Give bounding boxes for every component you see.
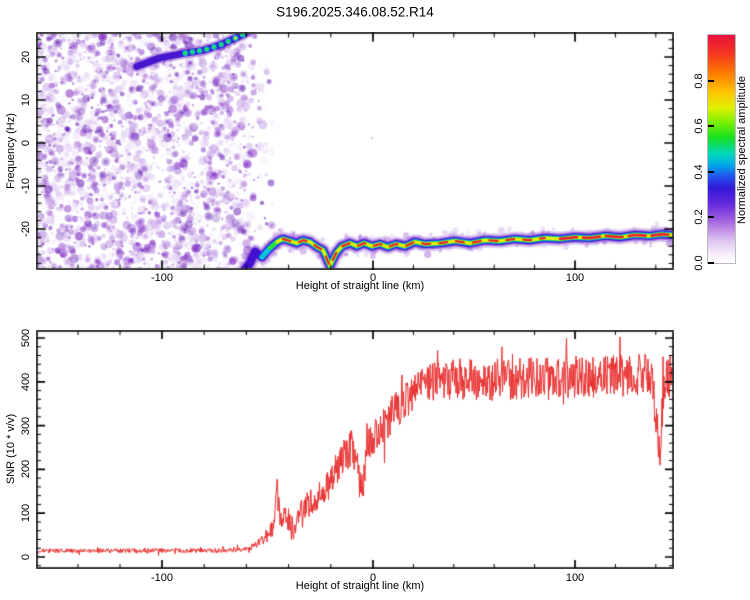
snr-tick-label: 300 <box>20 416 32 435</box>
colorbar-label: Normalized spectral amplitude <box>736 76 748 224</box>
frequency-tick-label: -10 <box>20 178 32 194</box>
colorbar-tick-label: 0.8 <box>693 72 705 89</box>
spectrogram-canvas <box>36 32 674 270</box>
figure-title: S196.2025.346.08.52.R14 <box>276 4 434 20</box>
colorbar-tick-label: 0.2 <box>693 209 705 226</box>
colorbar-tick-label: 0.4 <box>693 164 705 180</box>
frequency-axis-label: Frequency (Hz) <box>5 113 17 189</box>
top-xaxis-label: Height of straight line (km) <box>295 280 425 292</box>
colorbar-tick <box>708 125 714 128</box>
frequency-tick-label: 0 <box>20 139 32 147</box>
snr-tick-label: 0 <box>20 553 32 561</box>
colorbar-tick-label: 0.6 <box>693 118 705 134</box>
top-x-tick-label: 0 <box>369 272 377 284</box>
frequency-tick-label: 10 <box>20 93 32 107</box>
frequency-tick-label: -20 <box>20 221 32 237</box>
frequency-tick-label: 20 <box>20 50 32 64</box>
top-x-tick-label: 100 <box>565 272 585 284</box>
snr-axis-label: SNR (10 * v/v) <box>5 413 17 485</box>
colorbar-tick <box>708 262 714 264</box>
colorbar <box>707 34 736 264</box>
bottom-x-tick-label: 100 <box>565 572 585 584</box>
snr-canvas <box>36 330 674 569</box>
snr-tick-label: 100 <box>20 504 32 523</box>
snr-tick-label: 200 <box>20 460 32 479</box>
snr-tick-label: 400 <box>20 372 32 391</box>
colorbar-tick <box>708 170 714 173</box>
top-x-tick-label: -100 <box>150 272 174 284</box>
colorbar-tick-label: 0.0 <box>693 255 705 271</box>
bottom-x-tick-label: -100 <box>150 572 174 584</box>
bottom-x-tick-label: 0 <box>369 572 377 584</box>
colorbar-tick <box>708 216 714 219</box>
colorbar-tick <box>708 79 714 82</box>
snr-tick-label: 500 <box>20 328 32 348</box>
bottom-xaxis-label: Height of straight line (km) <box>295 580 425 592</box>
